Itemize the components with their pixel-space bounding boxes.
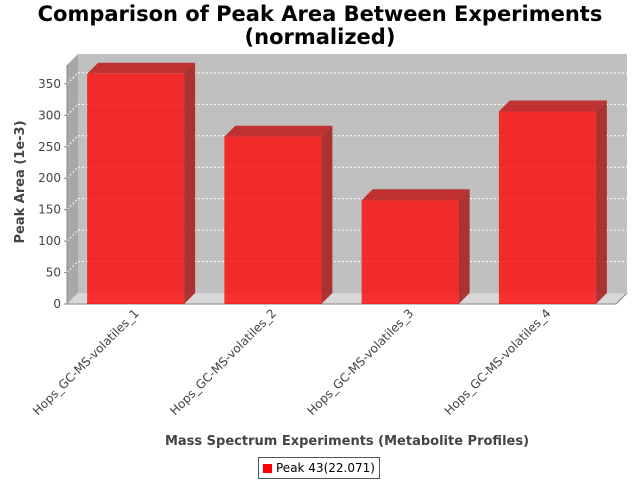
bar-side (321, 125, 333, 304)
plot-back-wall (78, 54, 627, 293)
gridline-side (66, 261, 79, 273)
gridline-side (66, 103, 79, 116)
y-tick-label: 50 (46, 266, 61, 280)
bar-side (458, 189, 470, 304)
bar-front (224, 136, 322, 304)
bar-front (361, 200, 459, 304)
legend-swatch (263, 463, 272, 473)
legend: Peak 43(22.071) (258, 457, 380, 479)
gridline-side (66, 198, 79, 211)
bar (87, 62, 196, 304)
bar-top (361, 189, 470, 201)
bar (498, 100, 607, 304)
x-tick-label: Hops_GC-MS-volatiles_2 (167, 306, 279, 418)
gridline-side (66, 229, 79, 242)
y-tick-label: 0 (53, 297, 61, 311)
y-tick-label: 300 (38, 108, 61, 122)
gridline-side (66, 135, 79, 148)
x-axis-depth-line (615, 292, 628, 305)
x-tick-label: Hops_GC-MS-volatiles_4 (442, 306, 554, 418)
y-tick-label: 250 (38, 140, 61, 154)
bar-top (87, 62, 196, 74)
gridline-side (66, 166, 79, 179)
bar-top (224, 125, 333, 137)
x-axis-label: Mass Spectrum Experiments (Metabolite Pr… (165, 434, 529, 449)
chart-title: Comparison of Peak Area Between Experime… (37, 2, 603, 26)
gridline-side (66, 72, 79, 85)
bar-top (498, 100, 607, 112)
bar (224, 125, 333, 304)
y-tick-label: 200 (38, 171, 61, 185)
y-tick-label: 100 (38, 234, 61, 248)
y-tick-label: 350 (38, 77, 61, 91)
bar-front (498, 111, 596, 304)
bar-front (87, 73, 185, 304)
bar-side (595, 100, 607, 304)
x-tick-label: Hops_GC-MS-volatiles_3 (305, 306, 417, 418)
plot-left-wall (67, 54, 78, 304)
bar-side (184, 62, 196, 304)
x-tick-label: Hops_GC-MS-volatiles_1 (30, 306, 142, 418)
legend-label: Peak 43(22.071) (276, 461, 375, 475)
bar (361, 189, 470, 304)
y-axis-label: Peak Area (1e-3) (13, 120, 28, 243)
chart-subtitle: (normalized) (244, 25, 396, 49)
y-tick-label: 150 (38, 203, 61, 217)
